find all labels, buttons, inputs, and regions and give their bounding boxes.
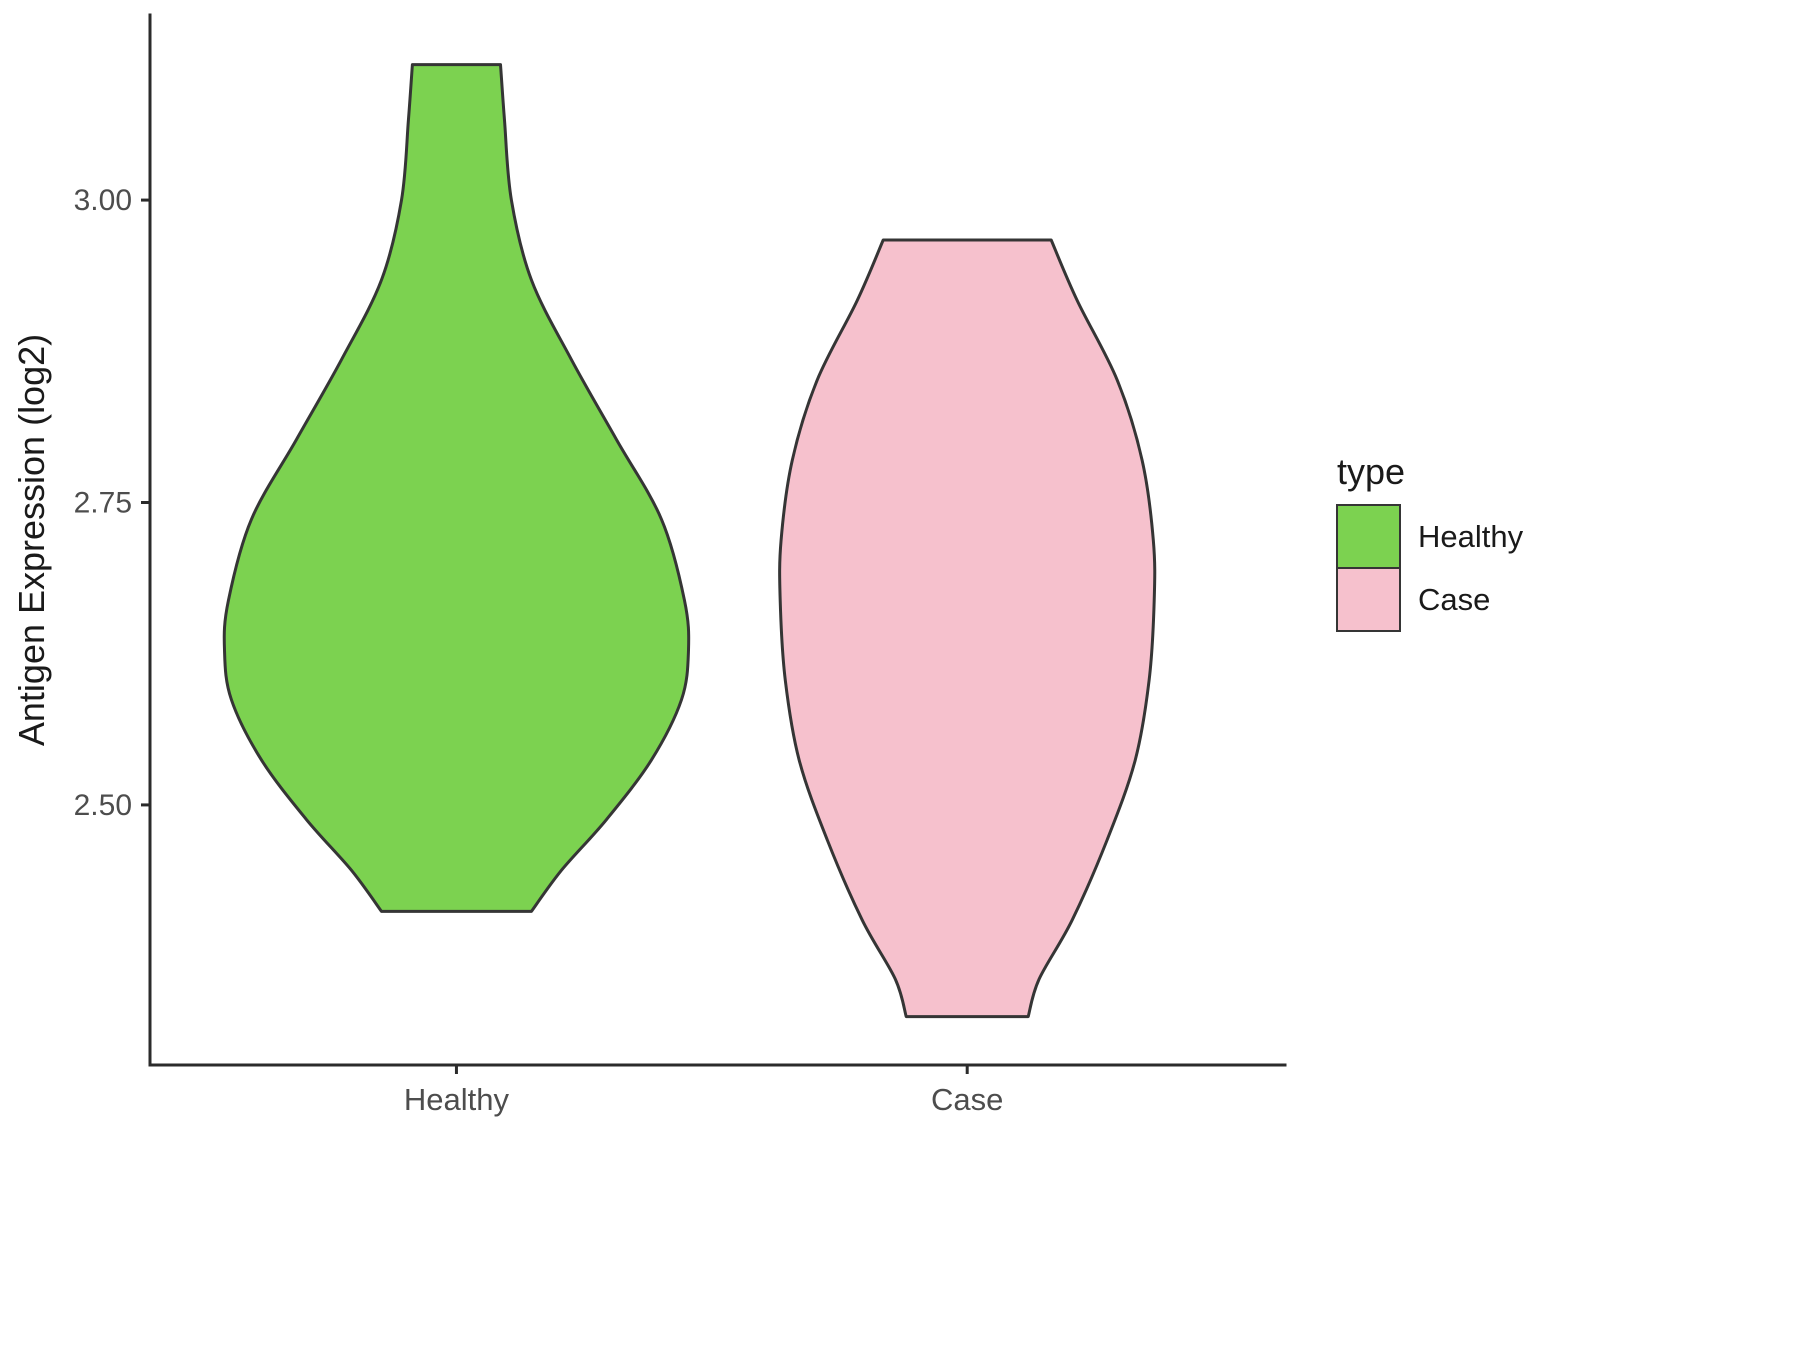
legend-label-case: Case <box>1418 582 1490 617</box>
x-tick-label: Healthy <box>404 1082 510 1117</box>
violin-case <box>778 238 1157 1019</box>
legend-title: type <box>1337 451 1405 492</box>
y-tick-label: 2.75 <box>74 487 132 520</box>
y-axis-title: Antigen Expression (log2) <box>11 334 52 746</box>
y-tick-label: 2.50 <box>74 789 132 822</box>
legend-key-healthy <box>1336 504 1401 569</box>
legend-key-case <box>1336 567 1401 632</box>
x-tick-label: Case <box>931 1082 1003 1117</box>
violin-healthy <box>222 63 691 913</box>
legend-label-healthy: Healthy <box>1418 519 1524 554</box>
y-tick-label: 3.00 <box>74 184 132 217</box>
